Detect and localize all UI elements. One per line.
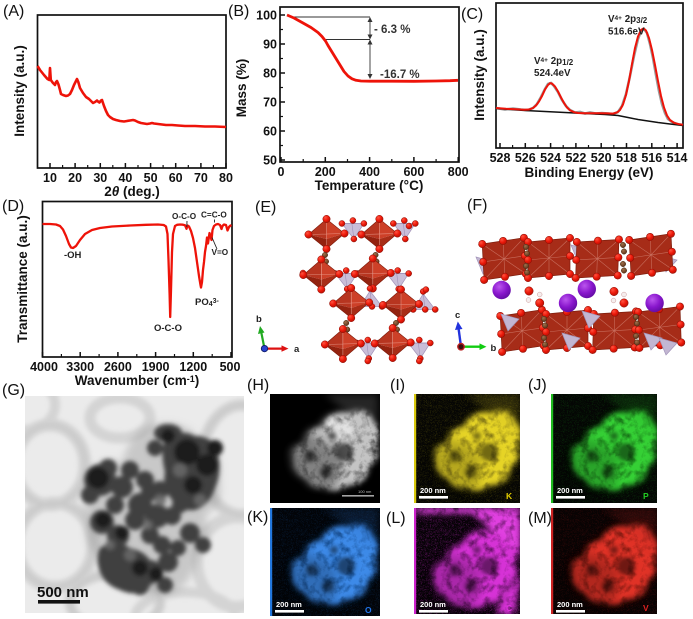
svg-text:-OH: -OH — [64, 250, 82, 261]
svg-text:K: K — [506, 491, 513, 501]
svg-text:70: 70 — [263, 96, 277, 110]
svg-text:-16.7 %: -16.7 % — [380, 69, 420, 81]
svg-text:C=C-O: C=C-O — [201, 211, 227, 220]
svg-text:O: O — [365, 605, 372, 615]
svg-text:60: 60 — [263, 125, 277, 139]
svg-text:70: 70 — [194, 171, 208, 185]
svg-text:518: 518 — [616, 151, 637, 165]
svg-text:600: 600 — [403, 165, 424, 179]
svg-text:P: P — [643, 491, 649, 501]
svg-text:a: a — [294, 344, 300, 355]
svg-text:b: b — [491, 343, 497, 354]
svg-text:524.4eV: 524.4eV — [534, 68, 571, 79]
svg-text:200: 200 — [315, 165, 336, 179]
svg-text:c: c — [455, 310, 460, 321]
svg-text:80: 80 — [263, 67, 277, 81]
svg-text:50: 50 — [263, 154, 277, 168]
svg-text:514: 514 — [667, 151, 688, 165]
svg-text:V4+ 2p3/2: V4+ 2p3/2 — [608, 14, 648, 25]
svg-text:60: 60 — [169, 171, 183, 185]
svg-text:Transmittance (a.u.): Transmittance (a.u.) — [15, 215, 30, 343]
svg-text:20: 20 — [68, 171, 82, 185]
svg-text:C: C — [506, 603, 512, 613]
svg-text:Mass (%): Mass (%) — [234, 59, 249, 118]
svg-text:2600: 2600 — [104, 360, 132, 374]
svg-text:Wavenumber (cm-1): Wavenumber (cm-1) — [75, 373, 200, 388]
svg-text:Intensity (a.u.): Intensity (a.u.) — [12, 45, 27, 137]
svg-text:520: 520 — [591, 151, 612, 165]
svg-text:V=O: V=O — [212, 248, 229, 257]
svg-text:40: 40 — [118, 171, 132, 185]
svg-text:500: 500 — [220, 360, 241, 374]
svg-text:1900: 1900 — [142, 360, 170, 374]
svg-text:524: 524 — [540, 151, 561, 165]
svg-text:Binding Energy (eV): Binding Energy (eV) — [524, 165, 653, 180]
svg-text:Temperature (°C): Temperature (°C) — [315, 178, 424, 193]
svg-text:PO43-: PO43- — [195, 297, 220, 308]
svg-text:500 nm: 500 nm — [37, 584, 89, 601]
svg-text:522: 522 — [565, 151, 586, 165]
svg-text:2θ (deg.): 2θ (deg.) — [104, 184, 160, 199]
svg-text:O-C-O: O-C-O — [154, 323, 182, 334]
svg-text:516.6eV: 516.6eV — [608, 27, 645, 38]
svg-text:100 nm: 100 nm — [358, 489, 372, 494]
svg-text:800: 800 — [448, 165, 469, 179]
svg-text:V: V — [643, 603, 649, 613]
svg-text:400: 400 — [359, 165, 380, 179]
svg-text:516: 516 — [641, 151, 662, 165]
svg-text:30: 30 — [93, 171, 107, 185]
svg-text:4000: 4000 — [30, 360, 58, 374]
svg-text:0: 0 — [278, 165, 285, 179]
svg-text:O-C-O: O-C-O — [172, 212, 197, 221]
svg-text:b: b — [256, 314, 262, 325]
svg-text:- 6.3 %: - 6.3 % — [374, 24, 410, 36]
svg-text:90: 90 — [263, 38, 277, 52]
svg-text:V4+ 2p1/2: V4+ 2p1/2 — [534, 56, 574, 67]
svg-text:Intensity (a.u.): Intensity (a.u.) — [472, 29, 487, 121]
svg-text:100: 100 — [256, 9, 277, 23]
svg-text:10: 10 — [43, 171, 57, 185]
svg-text:528: 528 — [490, 151, 511, 165]
svg-text:1200: 1200 — [179, 360, 207, 374]
svg-text:3300: 3300 — [66, 360, 94, 374]
svg-text:50: 50 — [144, 171, 158, 185]
svg-text:80: 80 — [219, 171, 233, 185]
svg-text:526: 526 — [515, 151, 536, 165]
